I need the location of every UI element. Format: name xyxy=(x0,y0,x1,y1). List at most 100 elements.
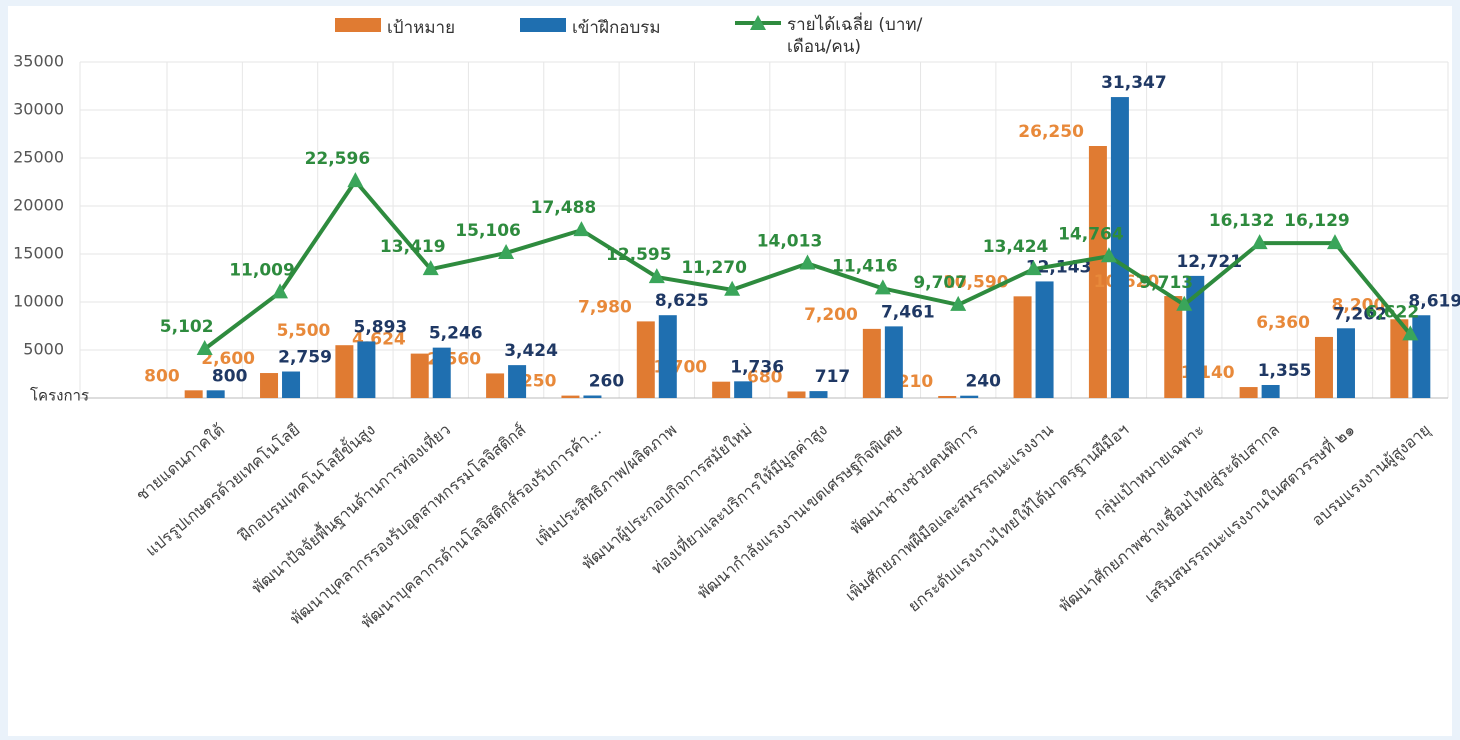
line-marker xyxy=(648,268,665,284)
bar xyxy=(432,347,451,398)
y-axis-label: โครงการ xyxy=(30,387,89,405)
bar xyxy=(357,341,376,398)
line-marker xyxy=(950,295,967,311)
data-label: 680 xyxy=(747,367,783,387)
bar xyxy=(809,391,828,398)
data-label: 15,106 xyxy=(455,221,521,241)
data-label: 7,200 xyxy=(804,305,858,325)
bar xyxy=(335,345,354,398)
bar xyxy=(658,315,677,398)
data-label: 5,102 xyxy=(160,317,214,337)
x-tick-label: แปรรูปเกษตรด้วยเทคโนโลยี xyxy=(142,420,304,561)
line-marker xyxy=(1025,260,1042,276)
data-label: 260 xyxy=(589,372,625,392)
bar xyxy=(282,371,301,398)
bar xyxy=(636,321,655,398)
line-marker xyxy=(1402,325,1419,341)
data-label: 16,129 xyxy=(1284,211,1350,231)
bar xyxy=(1164,296,1183,398)
bar xyxy=(1110,97,1129,399)
bar xyxy=(1314,336,1333,398)
legend-swatch xyxy=(735,14,781,37)
x-tick-label: เพิ่มประสิทธิภาพ/ผลิตภาพ xyxy=(530,418,681,549)
line-marker xyxy=(498,243,515,259)
legend-swatch xyxy=(335,18,381,32)
bar xyxy=(938,395,957,398)
bar xyxy=(1239,387,1258,398)
line-marker xyxy=(1100,247,1117,263)
line-marker xyxy=(1176,295,1193,311)
data-label: 7,461 xyxy=(881,302,935,322)
data-label: 13,424 xyxy=(983,237,1049,257)
bar xyxy=(787,391,806,398)
data-label: 8,200 xyxy=(1332,295,1386,315)
line-marker xyxy=(272,283,289,299)
line-marker xyxy=(347,172,364,188)
line-marker xyxy=(422,260,439,276)
data-label: 8,625 xyxy=(655,291,709,311)
bar xyxy=(1261,384,1280,398)
data-label: 9,707 xyxy=(913,273,967,293)
legend-label: รายได้เฉลี่ย (บาท/เดือน/คน) xyxy=(787,15,923,57)
line-marker xyxy=(1326,234,1343,250)
bar xyxy=(734,381,753,398)
data-label: 800 xyxy=(212,366,248,386)
legend-swatch xyxy=(520,18,566,32)
data-label: 9,713 xyxy=(1139,273,1193,293)
bar xyxy=(508,365,527,398)
x-tick-label: พัฒนาช่างช่วยคนพิการ xyxy=(846,420,982,538)
y-tick-label: 30000 xyxy=(13,100,64,119)
bar xyxy=(184,390,203,398)
bar xyxy=(1088,146,1107,398)
bar xyxy=(1013,296,1032,398)
data-label: 12,721 xyxy=(1176,252,1242,272)
bar xyxy=(862,328,881,398)
y-tick-label: 20000 xyxy=(13,196,64,215)
data-label: 5,500 xyxy=(277,321,331,341)
data-label: 22,596 xyxy=(305,149,371,169)
data-label: 11,270 xyxy=(681,258,747,278)
bar xyxy=(561,395,580,398)
legend-label: เข้าฝึกอบรม xyxy=(572,18,661,38)
data-label: 17,488 xyxy=(531,198,597,218)
chart-card xyxy=(8,6,1452,736)
line-marker xyxy=(799,254,816,270)
legend-label: เป้าหมาย xyxy=(387,18,456,38)
bar xyxy=(1186,275,1205,398)
data-label: 210 xyxy=(898,372,934,392)
line-marker xyxy=(573,221,590,237)
data-label: 14,764 xyxy=(1058,224,1124,244)
y-tick-label: 15000 xyxy=(13,244,64,263)
line-marker xyxy=(724,280,741,296)
line-marker xyxy=(1251,234,1268,250)
data-label: 16,132 xyxy=(1209,211,1275,231)
bar xyxy=(583,395,602,398)
bar xyxy=(884,326,903,398)
data-label: 2,759 xyxy=(278,348,332,368)
y-tick-label: 10000 xyxy=(13,292,64,311)
data-label: 13,419 xyxy=(380,237,446,257)
line-marker xyxy=(874,279,891,295)
data-label: 12,595 xyxy=(606,245,672,265)
data-label: 1,355 xyxy=(1258,361,1312,381)
legend-item: เข้าฝึกอบรม xyxy=(520,14,661,41)
data-label: 8,619 xyxy=(1408,291,1460,311)
data-label: 7,980 xyxy=(578,297,632,317)
bar xyxy=(1412,315,1431,398)
line-marker xyxy=(196,340,213,356)
data-label: 5,893 xyxy=(353,317,407,337)
data-label: 14,013 xyxy=(757,231,823,251)
data-label: 7,262 xyxy=(1333,304,1387,324)
data-label: 800 xyxy=(144,366,180,386)
bar xyxy=(960,395,979,398)
bar xyxy=(410,353,429,398)
y-tick-label: 25000 xyxy=(13,148,64,167)
bar xyxy=(1336,328,1355,398)
data-label: 250 xyxy=(521,372,557,392)
legend-item: เป้าหมาย xyxy=(335,14,455,41)
data-label: 26,250 xyxy=(1018,122,1084,142)
bar xyxy=(1035,281,1054,398)
data-label: 2,600 xyxy=(201,349,255,369)
